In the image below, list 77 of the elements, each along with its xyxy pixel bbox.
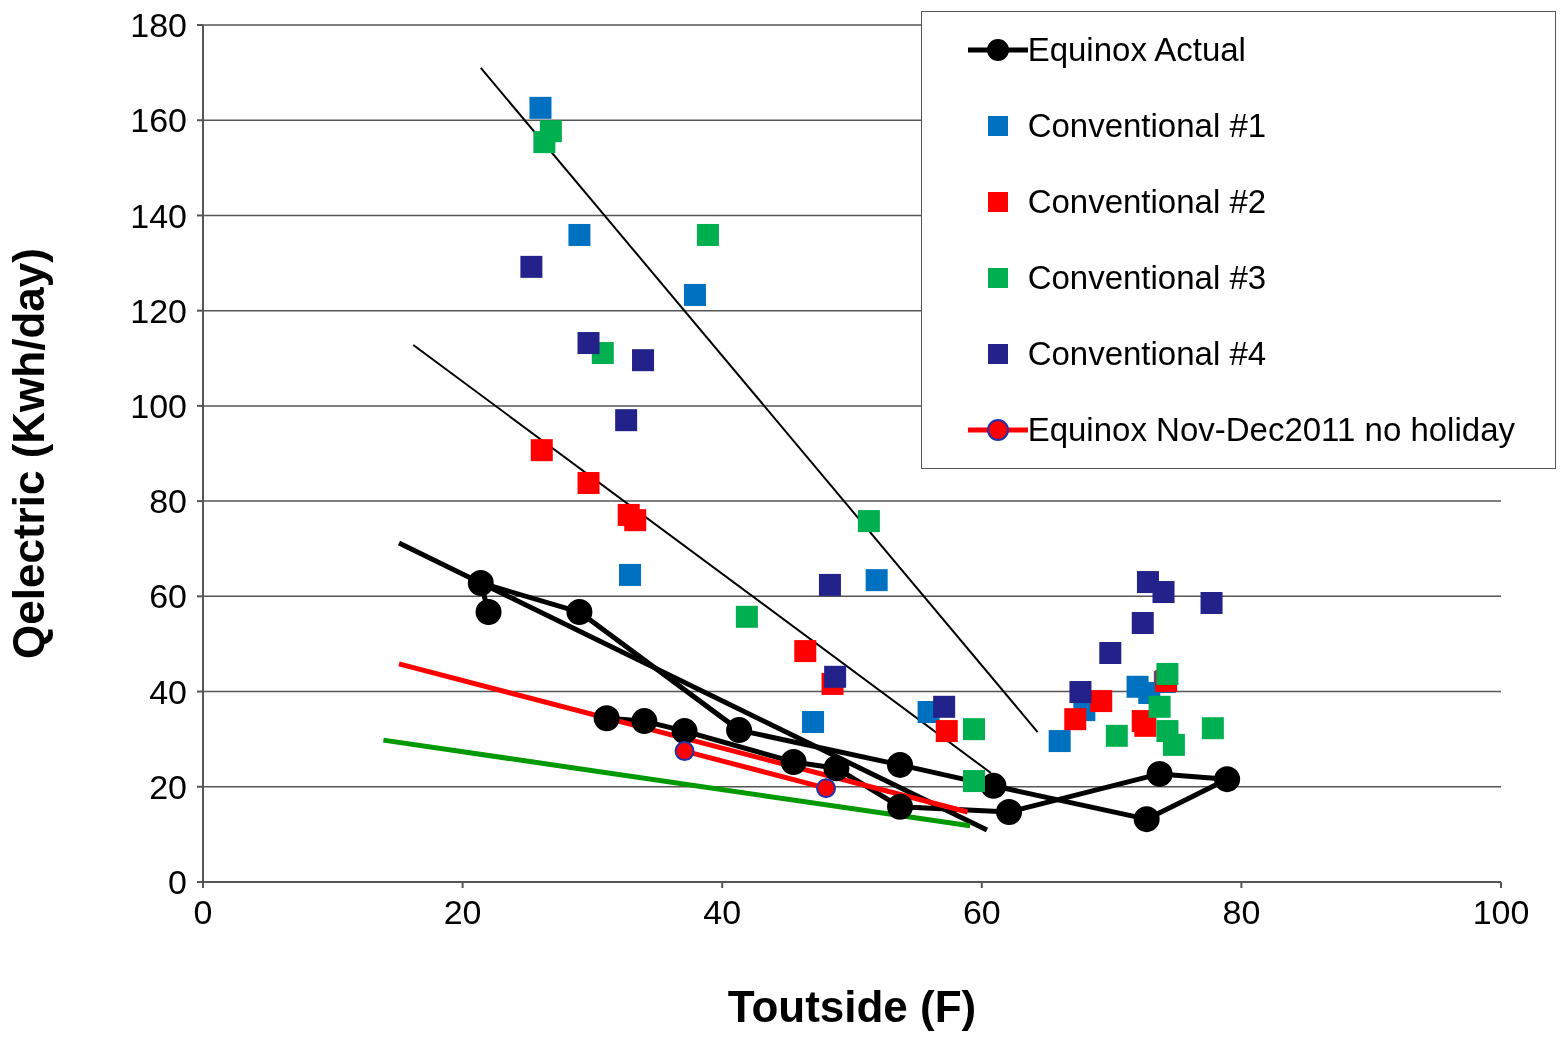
- point: [1105, 724, 1128, 747]
- y-tick-label: 80: [149, 482, 187, 521]
- point: [619, 563, 642, 586]
- point: [566, 599, 593, 626]
- point: [1133, 806, 1160, 833]
- y-tick-label: 0: [168, 863, 187, 902]
- point: [530, 439, 553, 462]
- point: [632, 349, 655, 372]
- y-tick-label: 140: [130, 196, 187, 235]
- point: [577, 332, 600, 355]
- point: [1131, 612, 1154, 634]
- x-tick-label: 40: [703, 893, 742, 932]
- legend-label: Equinox Actual: [1027, 31, 1246, 69]
- y-tick-label: 60: [149, 577, 187, 616]
- point: [887, 751, 914, 778]
- y-tick-label: 120: [130, 291, 187, 330]
- point: [1156, 662, 1179, 685]
- y-axis-title: Qelectric (Kwh/day): [3, 248, 53, 659]
- y-tick-label: 40: [149, 672, 187, 711]
- y-tick-label: 180: [130, 6, 187, 45]
- point: [683, 283, 706, 306]
- legend-label: Conventional #3: [1027, 259, 1267, 297]
- point: [577, 472, 600, 495]
- x-tick-label: 0: [193, 893, 213, 932]
- point: [1099, 641, 1122, 664]
- x-tick-label: 80: [1222, 893, 1261, 932]
- point: [1090, 690, 1113, 713]
- point: [529, 96, 552, 119]
- point: [865, 569, 888, 592]
- point: [520, 255, 543, 278]
- point: [568, 223, 591, 246]
- point: [631, 708, 658, 735]
- point: [467, 570, 494, 596]
- point: [996, 799, 1023, 826]
- point: [674, 741, 695, 762]
- point: [1162, 733, 1185, 756]
- y-tick-label: 20: [149, 767, 187, 806]
- point: [857, 510, 880, 533]
- y-tick-label: 160: [130, 101, 187, 140]
- legend-label: Equinox Nov-Dec2011 no holiday: [1027, 411, 1515, 449]
- point: [1146, 760, 1173, 787]
- point: [794, 640, 817, 663]
- point: [935, 720, 958, 743]
- point: [1152, 581, 1175, 604]
- point: [1048, 730, 1071, 753]
- point: [475, 599, 502, 626]
- point: [1148, 695, 1171, 718]
- legend-label: Conventional #2: [1027, 183, 1267, 221]
- point: [671, 718, 698, 745]
- point: [1069, 681, 1092, 704]
- point: [963, 770, 986, 793]
- point: [726, 717, 753, 744]
- point: [818, 573, 841, 596]
- point: [823, 755, 850, 782]
- legend-label: Conventional #4: [1027, 335, 1267, 373]
- point: [696, 223, 719, 246]
- point: [1200, 592, 1223, 614]
- point: [780, 749, 807, 776]
- point: [816, 778, 837, 799]
- point: [887, 793, 914, 820]
- x-axis-title: Toutside (F): [727, 982, 977, 1031]
- x-tick-label: 100: [1472, 893, 1530, 932]
- point: [963, 718, 986, 741]
- x-tick-label: 60: [962, 893, 1001, 932]
- point: [933, 695, 956, 718]
- point: [615, 409, 638, 432]
- point: [735, 605, 758, 628]
- point: [533, 131, 556, 154]
- point: [1201, 717, 1224, 740]
- point: [1064, 708, 1087, 731]
- y-tick-label: 100: [130, 386, 187, 425]
- x-tick-label: 20: [443, 893, 482, 932]
- point: [802, 711, 825, 734]
- point: [824, 665, 847, 688]
- legend-label: Conventional #1: [1027, 107, 1267, 145]
- point: [1214, 766, 1241, 793]
- point: [593, 705, 620, 732]
